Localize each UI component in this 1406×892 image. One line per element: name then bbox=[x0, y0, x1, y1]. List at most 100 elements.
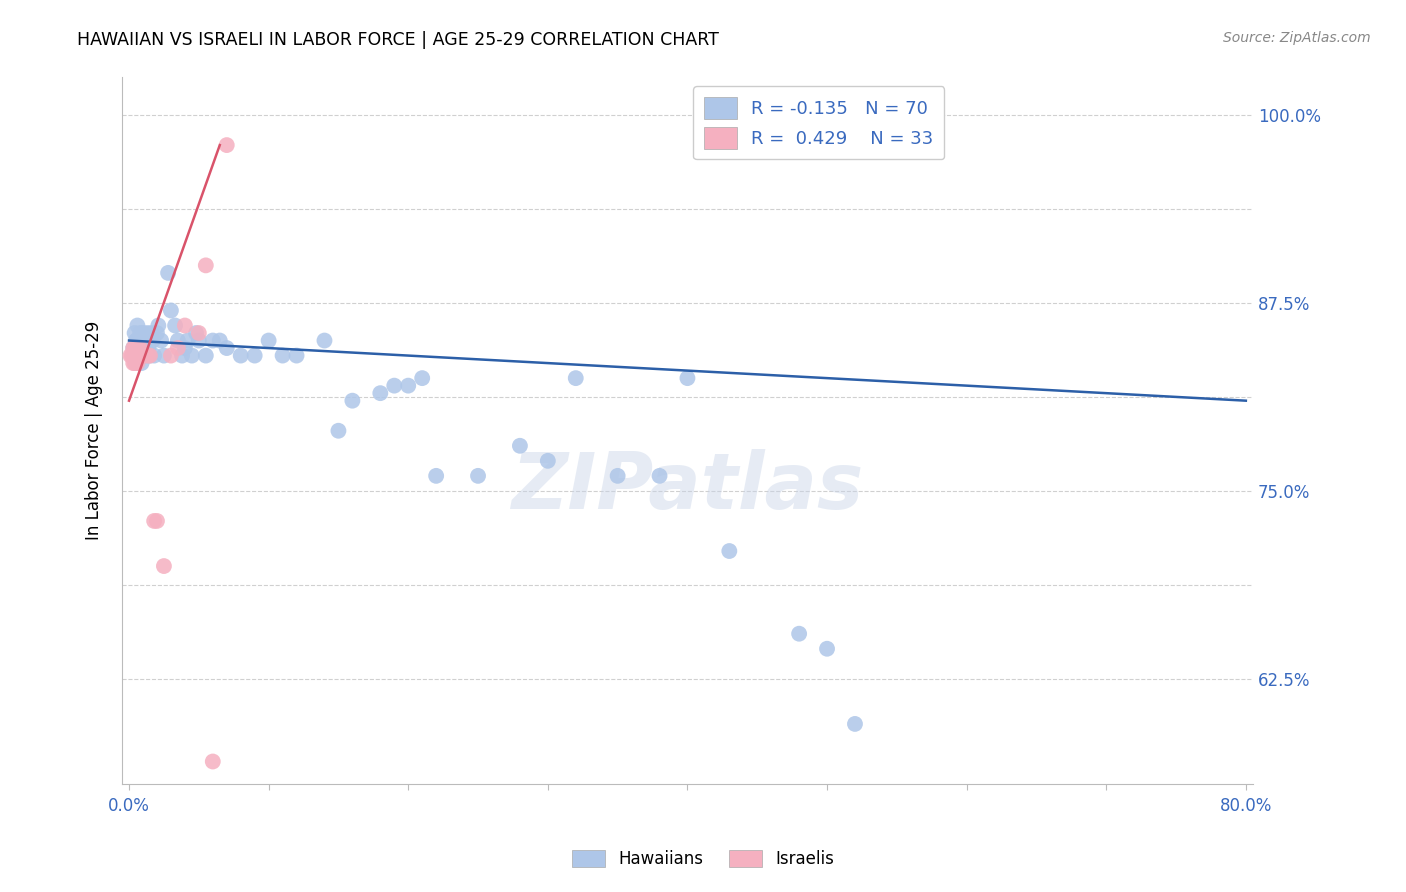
Point bbox=[131, 334, 153, 348]
Point bbox=[122, 341, 145, 355]
Point bbox=[129, 341, 152, 355]
Y-axis label: In Labor Force | Age 25-29: In Labor Force | Age 25-29 bbox=[86, 321, 103, 541]
Point bbox=[124, 356, 146, 370]
Point bbox=[121, 349, 143, 363]
Point bbox=[509, 439, 531, 453]
Point bbox=[120, 349, 142, 363]
Point bbox=[208, 334, 231, 348]
Point bbox=[718, 544, 741, 558]
Point bbox=[396, 378, 419, 392]
Point bbox=[122, 356, 145, 370]
Point bbox=[153, 559, 176, 574]
Point bbox=[157, 266, 180, 280]
Point bbox=[139, 349, 162, 363]
Point bbox=[125, 334, 148, 348]
Point bbox=[132, 326, 155, 340]
Point bbox=[787, 626, 810, 640]
Point bbox=[129, 349, 152, 363]
Point bbox=[648, 468, 671, 483]
Point bbox=[173, 318, 195, 333]
Text: ZIPatlas: ZIPatlas bbox=[512, 450, 863, 525]
Point bbox=[138, 349, 160, 363]
Point bbox=[173, 341, 195, 355]
Point bbox=[125, 356, 148, 370]
Point bbox=[328, 424, 350, 438]
Point bbox=[131, 356, 153, 370]
Point bbox=[165, 318, 187, 333]
Point bbox=[124, 326, 146, 340]
Point bbox=[124, 349, 146, 363]
Point bbox=[142, 334, 165, 348]
Text: HAWAIIAN VS ISRAELI IN LABOR FORCE | AGE 25-29 CORRELATION CHART: HAWAIIAN VS ISRAELI IN LABOR FORCE | AGE… bbox=[77, 31, 720, 49]
Point bbox=[125, 341, 148, 355]
Point bbox=[125, 349, 148, 363]
Point bbox=[122, 349, 145, 363]
Point bbox=[180, 349, 202, 363]
Point bbox=[143, 514, 166, 528]
Point bbox=[146, 514, 169, 528]
Point bbox=[201, 334, 224, 348]
Point bbox=[215, 341, 238, 355]
Point bbox=[153, 349, 176, 363]
Point bbox=[257, 334, 280, 348]
Point bbox=[146, 326, 169, 340]
Point bbox=[172, 349, 194, 363]
Point bbox=[201, 755, 224, 769]
Point bbox=[128, 349, 150, 363]
Point bbox=[131, 341, 153, 355]
Point bbox=[139, 349, 162, 363]
Point bbox=[160, 303, 183, 318]
Point bbox=[131, 349, 153, 363]
Point bbox=[537, 454, 560, 468]
Point bbox=[382, 378, 405, 392]
Point bbox=[141, 326, 163, 340]
Point bbox=[135, 334, 157, 348]
Point bbox=[160, 349, 183, 363]
Point bbox=[815, 641, 838, 656]
Point bbox=[194, 259, 217, 273]
Point bbox=[342, 393, 364, 408]
Point bbox=[143, 349, 166, 363]
Point bbox=[425, 468, 447, 483]
Point bbox=[132, 349, 155, 363]
Point bbox=[187, 334, 209, 348]
Point bbox=[128, 341, 150, 355]
Point bbox=[229, 349, 252, 363]
Point bbox=[122, 341, 145, 355]
Legend: R = -0.135   N = 70, R =  0.429    N = 33: R = -0.135 N = 70, R = 0.429 N = 33 bbox=[693, 87, 945, 160]
Point bbox=[138, 341, 160, 355]
Point bbox=[127, 318, 149, 333]
Point bbox=[148, 318, 170, 333]
Point bbox=[134, 349, 156, 363]
Point bbox=[215, 138, 238, 153]
Point bbox=[136, 326, 159, 340]
Point bbox=[127, 349, 149, 363]
Point bbox=[127, 356, 149, 370]
Point bbox=[565, 371, 588, 385]
Point bbox=[129, 326, 152, 340]
Point bbox=[125, 356, 148, 370]
Point bbox=[844, 717, 866, 731]
Point bbox=[135, 349, 157, 363]
Point bbox=[150, 334, 173, 348]
Point bbox=[176, 334, 198, 348]
Point bbox=[194, 349, 217, 363]
Point bbox=[368, 386, 391, 401]
Point bbox=[676, 371, 699, 385]
Point bbox=[134, 334, 156, 348]
Point bbox=[285, 349, 308, 363]
Point bbox=[129, 349, 152, 363]
Point bbox=[128, 334, 150, 348]
Point bbox=[187, 326, 209, 340]
Point bbox=[314, 334, 336, 348]
Point bbox=[127, 341, 149, 355]
Text: Source: ZipAtlas.com: Source: ZipAtlas.com bbox=[1223, 31, 1371, 45]
Point bbox=[184, 326, 207, 340]
Legend: Hawaiians, Israelis: Hawaiians, Israelis bbox=[565, 843, 841, 875]
Point bbox=[167, 334, 190, 348]
Point bbox=[606, 468, 628, 483]
Point bbox=[128, 341, 150, 355]
Point bbox=[132, 334, 155, 348]
Point bbox=[411, 371, 433, 385]
Point bbox=[467, 468, 489, 483]
